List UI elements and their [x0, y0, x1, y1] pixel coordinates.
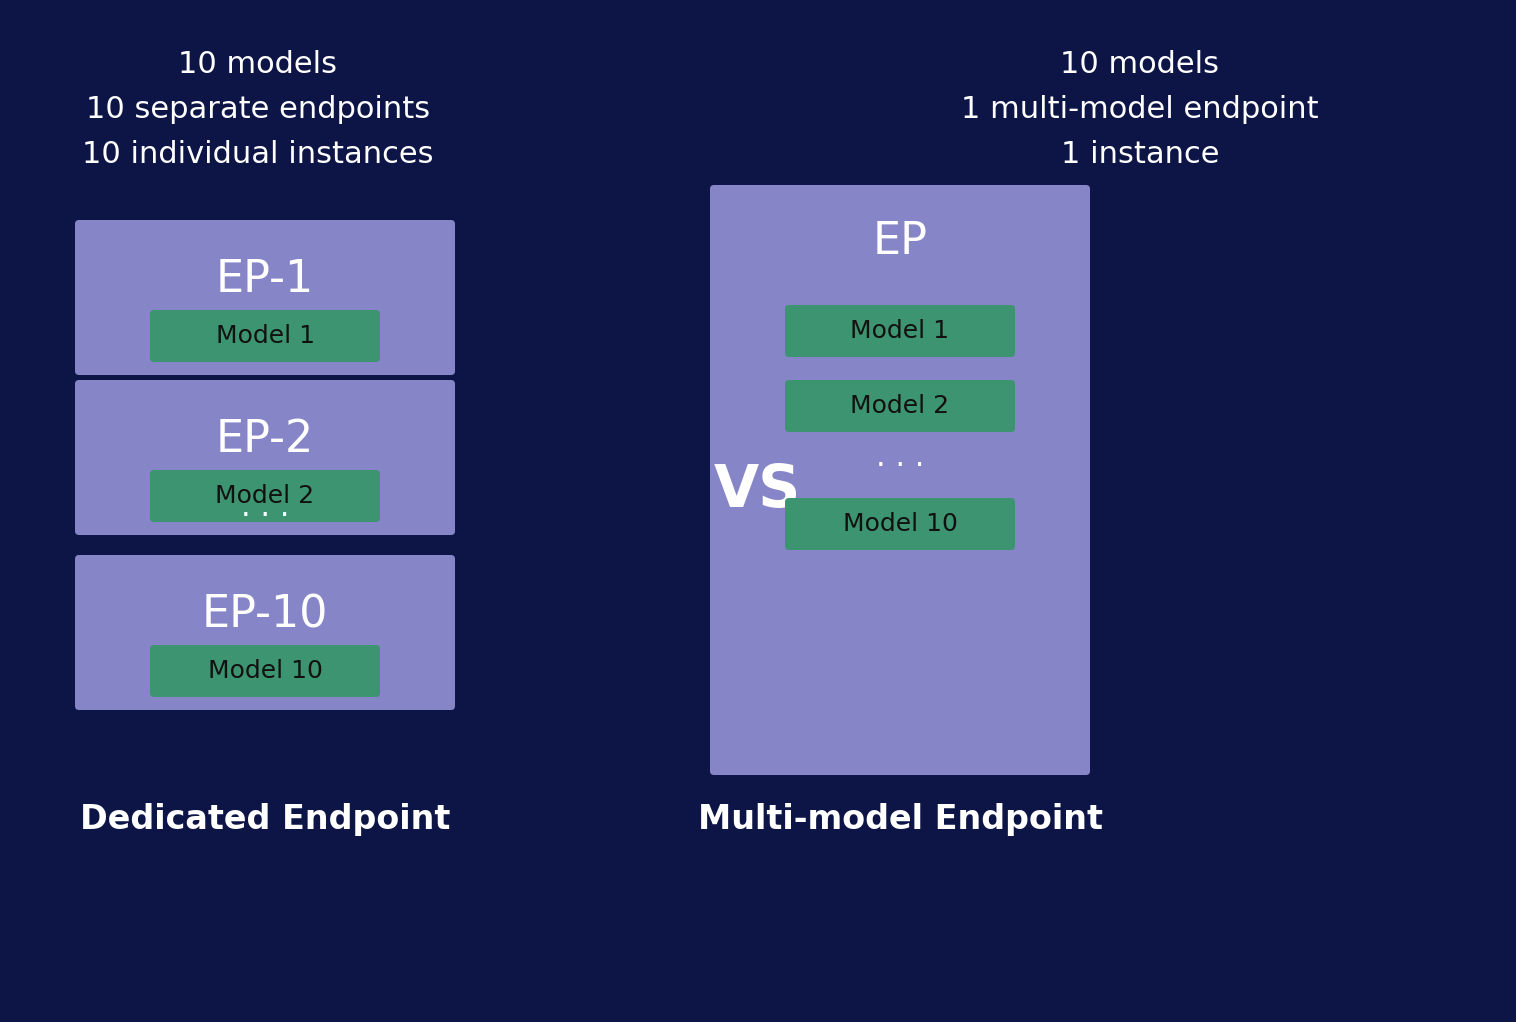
FancyBboxPatch shape	[785, 380, 1016, 432]
Text: EP-10: EP-10	[202, 593, 329, 636]
Text: Model 2: Model 2	[215, 484, 314, 508]
Text: Model 1: Model 1	[850, 319, 949, 343]
Text: EP-2: EP-2	[215, 418, 314, 461]
FancyBboxPatch shape	[709, 185, 1090, 775]
FancyBboxPatch shape	[150, 645, 381, 697]
Text: 10 models
1 multi-model endpoint
1 instance: 10 models 1 multi-model endpoint 1 insta…	[961, 50, 1319, 170]
Text: Model 1: Model 1	[215, 324, 314, 349]
FancyBboxPatch shape	[74, 555, 455, 710]
FancyBboxPatch shape	[74, 380, 455, 535]
Text: Multi-model Endpoint: Multi-model Endpoint	[697, 803, 1102, 836]
Text: . . .: . . .	[876, 444, 925, 472]
FancyBboxPatch shape	[150, 470, 381, 522]
Text: EP: EP	[873, 220, 928, 263]
Text: Model 10: Model 10	[843, 512, 958, 536]
FancyBboxPatch shape	[785, 305, 1016, 357]
Text: VS: VS	[714, 462, 800, 518]
FancyBboxPatch shape	[74, 220, 455, 375]
Text: Dedicated Endpoint: Dedicated Endpoint	[80, 803, 450, 836]
FancyBboxPatch shape	[785, 498, 1016, 550]
FancyBboxPatch shape	[150, 310, 381, 362]
Text: . . .: . . .	[241, 494, 290, 522]
Text: Model 10: Model 10	[208, 659, 323, 683]
Text: Model 2: Model 2	[850, 394, 949, 418]
Text: 10 models
10 separate endpoints
10 individual instances: 10 models 10 separate endpoints 10 indiv…	[82, 50, 434, 170]
Text: EP-1: EP-1	[215, 258, 314, 301]
